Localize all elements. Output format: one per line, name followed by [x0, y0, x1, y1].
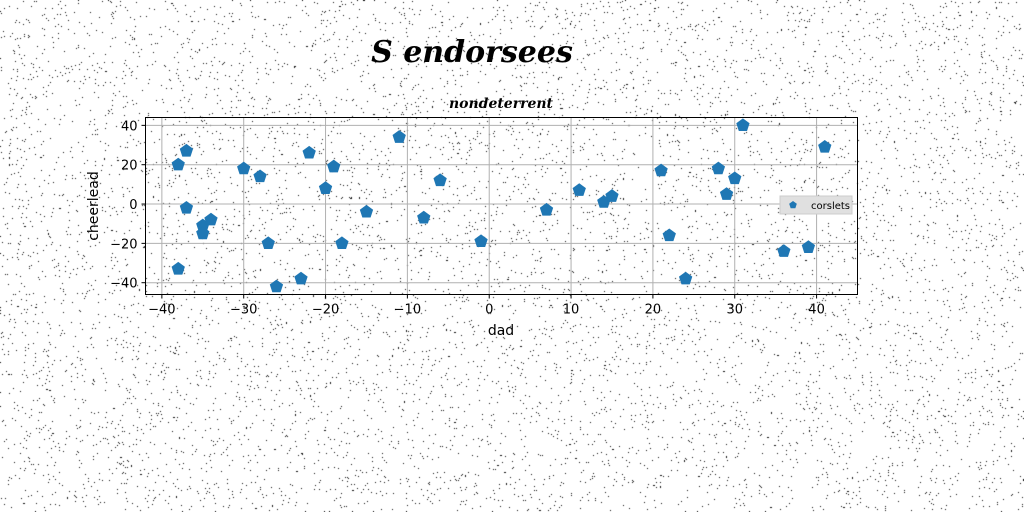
scatter-point [269, 279, 284, 293]
scatter-point [171, 261, 185, 275]
grid-lines [145, 117, 858, 295]
y-tick-label: −20 [110, 237, 137, 252]
scatter-point [736, 118, 750, 132]
scatter-point [171, 157, 185, 171]
x-tick-label: −20 [312, 303, 339, 318]
scatter-point [777, 244, 791, 257]
y-axis-ticks: −40 −20 0 20 40 [110, 119, 146, 292]
scatter-point [179, 143, 194, 157]
legend-label: corslets [811, 201, 850, 212]
x-tick-label: 20 [645, 303, 662, 318]
scatter-point [728, 171, 742, 185]
scatter-point [294, 271, 308, 285]
scatter-point [678, 271, 693, 285]
plot-frame [145, 117, 858, 295]
x-tick-label: 0 [485, 303, 493, 318]
legend: corslets [779, 195, 853, 215]
data-points [171, 118, 832, 293]
y-tick-label: 20 [121, 159, 138, 174]
scatter-point [818, 140, 832, 153]
scatter-point [433, 173, 447, 187]
scatter-point [204, 212, 218, 226]
scatter-point [261, 236, 275, 250]
scatter-point [572, 183, 586, 196]
legend-marker [789, 201, 797, 209]
y-tick-label: −40 [110, 277, 137, 292]
scatter-point [654, 163, 668, 177]
scatter-point [302, 145, 316, 159]
chart-title: S endorsees [371, 35, 573, 70]
legend-marker-shape [789, 201, 797, 209]
x-tick-label: −10 [394, 303, 421, 318]
x-tick-label: 40 [808, 303, 825, 318]
scatter-point [318, 181, 333, 194]
scatter-point [719, 187, 734, 200]
x-tick-label: 10 [563, 303, 580, 318]
scatter-point [327, 159, 341, 173]
scatter-point [253, 169, 267, 183]
scatter-point [196, 226, 210, 240]
scatter-point [605, 189, 619, 202]
scatter-point [335, 236, 349, 250]
x-axis-ticks: −40 −30 −20 −10 0 10 20 30 40 [148, 294, 825, 318]
y-tick-label: 0 [129, 198, 137, 213]
x-tick-label: −40 [148, 303, 175, 318]
x-axis-label: dad [488, 323, 514, 339]
legend-box [779, 195, 853, 215]
scatter-point [392, 130, 406, 143]
x-tick-label: −30 [230, 303, 257, 318]
scatter-point [662, 228, 676, 242]
scatter-point [359, 204, 374, 218]
chart-subtitle: nondeterrent [449, 96, 554, 112]
scatter-point [474, 234, 488, 248]
scatter-point [711, 161, 726, 175]
scatter-point [237, 161, 251, 175]
scatter-point [801, 240, 816, 253]
scatter-point [539, 202, 554, 216]
scatter-point [417, 210, 431, 224]
x-tick-label: 30 [726, 303, 743, 318]
y-axis-label: cheerlead [86, 171, 102, 241]
y-tick-label: 40 [121, 119, 138, 134]
scatter-point [179, 200, 194, 214]
